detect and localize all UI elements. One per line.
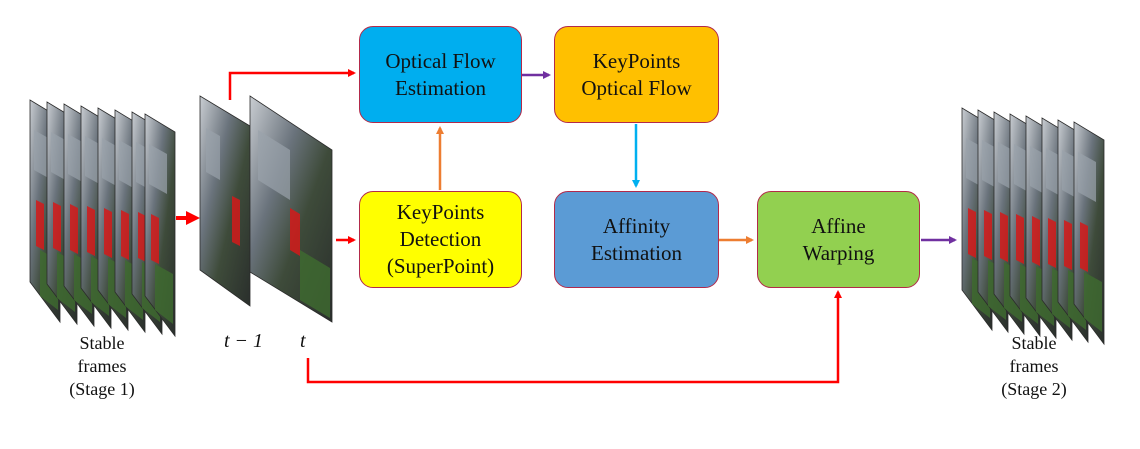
keypoints-optical-flow-line2: Optical Flow <box>581 75 692 100</box>
affine-warping-line2: Warping <box>802 240 875 265</box>
prev-frame-label: t − 1 <box>224 330 264 352</box>
input-frames-label: Stable frames (Stage 1) <box>50 332 154 401</box>
optical-flow-estimation-line1: Optical Flow <box>385 48 496 73</box>
output-label-line1: Stable <box>1011 333 1057 353</box>
optical-flow-estimation-box: Optical Flow Estimation <box>359 26 522 123</box>
optical-flow-estimation-line2: Estimation <box>395 75 486 100</box>
affinity-estimation-line1: Affinity <box>602 213 671 238</box>
output-frames-label: Stable frames (Stage 2) <box>982 332 1086 401</box>
keypoints-detection-box: KeyPoints Detection (SuperPoint) <box>359 191 522 288</box>
curr-frame-label: t <box>300 330 306 352</box>
input-label-line2: frames <box>77 356 127 376</box>
affine-warping-line1: Affine <box>811 213 866 238</box>
input-label-line1: Stable <box>79 333 125 353</box>
affinity-estimation-box: Affinity Estimation <box>554 191 719 288</box>
keypoints-optical-flow-line1: KeyPoints <box>592 48 681 73</box>
input-frame-stack-icon <box>29 99 176 337</box>
frame-t-to-warping-arrow <box>306 290 842 384</box>
frame-pair-icon <box>199 95 333 323</box>
affine-warping-box: Affine Warping <box>757 191 920 288</box>
output-frame-stack-icon <box>961 107 1105 345</box>
keypoints-detection-line2: Detection <box>399 227 482 251</box>
keypoints-detection-line1: KeyPoints <box>396 200 485 224</box>
pair-to-flow-arrow <box>228 69 356 100</box>
keypoints-optical-flow-box: KeyPoints Optical Flow <box>554 26 719 123</box>
input-label-line3: (Stage 1) <box>69 379 135 399</box>
output-label-line2: frames <box>1009 356 1059 376</box>
affinity-estimation-line2: Estimation <box>591 240 682 265</box>
prev-frame-icon <box>199 95 251 307</box>
output-label-line3: (Stage 2) <box>1001 379 1067 399</box>
keypoints-detection-line3: (SuperPoint) <box>386 254 495 278</box>
